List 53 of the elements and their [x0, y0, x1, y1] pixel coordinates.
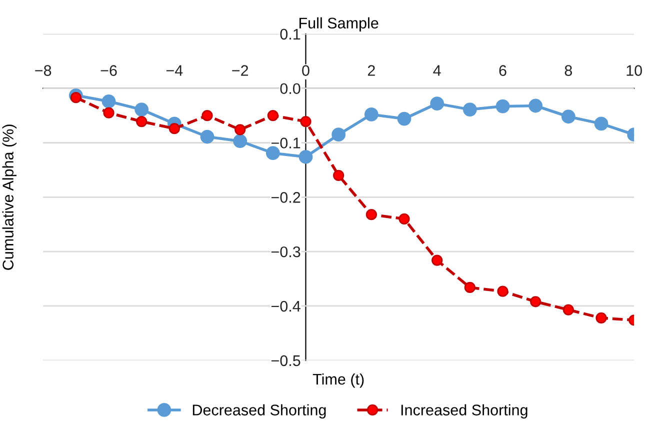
y-tick-label: −0.4: [271, 300, 300, 312]
x-tick-label: −8: [35, 65, 52, 76]
point: [562, 304, 574, 316]
point: [298, 150, 313, 164]
point: [530, 296, 542, 308]
point: [136, 116, 148, 128]
y-tick-label: −0.1: [271, 138, 300, 148]
y-tick-label: −0.2: [271, 192, 300, 203]
point: [397, 112, 412, 126]
point: [462, 102, 477, 116]
y-tick-label: 0.0: [280, 83, 300, 94]
point: [134, 102, 149, 116]
x-tick-label: −6: [100, 65, 117, 76]
point: [70, 92, 82, 104]
point: [364, 108, 378, 122]
x-axis-title: Time (t): [312, 373, 364, 388]
point: [366, 209, 377, 220]
point: [432, 254, 443, 266]
point: [202, 110, 213, 122]
point: [103, 107, 114, 118]
y-tick-label: −0.3: [271, 246, 300, 258]
point: [332, 128, 346, 142]
x-tick-label: 6: [499, 65, 506, 76]
legend-label: Increased Shorting: [401, 404, 528, 418]
point: [596, 312, 607, 324]
point: [464, 282, 476, 294]
point: [267, 110, 278, 122]
y-tick-label: −0.5: [271, 355, 300, 366]
chart-title: Full Sample: [300, 17, 378, 32]
legend-label: Decreased Shorting: [192, 404, 326, 418]
point: [168, 123, 180, 134]
point: [528, 98, 543, 113]
point: [234, 124, 246, 136]
point: [398, 213, 410, 224]
point: [496, 99, 510, 114]
point: [561, 110, 576, 124]
point: [200, 130, 214, 144]
y-tick-label: 0.1: [280, 28, 300, 40]
x-tick-label: 10: [626, 65, 642, 76]
y-axis-title: Cumulative Alpha (%): [2, 124, 17, 270]
point: [497, 286, 508, 297]
x-tick-label: −2: [232, 65, 248, 76]
x-tick-label: −4: [166, 65, 183, 76]
point: [233, 134, 248, 148]
point: [300, 116, 312, 128]
point: [594, 116, 608, 131]
x-tick-label: 8: [564, 65, 572, 76]
x-tick-label: 2: [368, 65, 375, 76]
point: [430, 96, 444, 111]
x-tick-label: 4: [433, 65, 441, 76]
x-tick-label: 0: [302, 65, 310, 76]
point: [333, 170, 344, 181]
point: [102, 94, 116, 108]
